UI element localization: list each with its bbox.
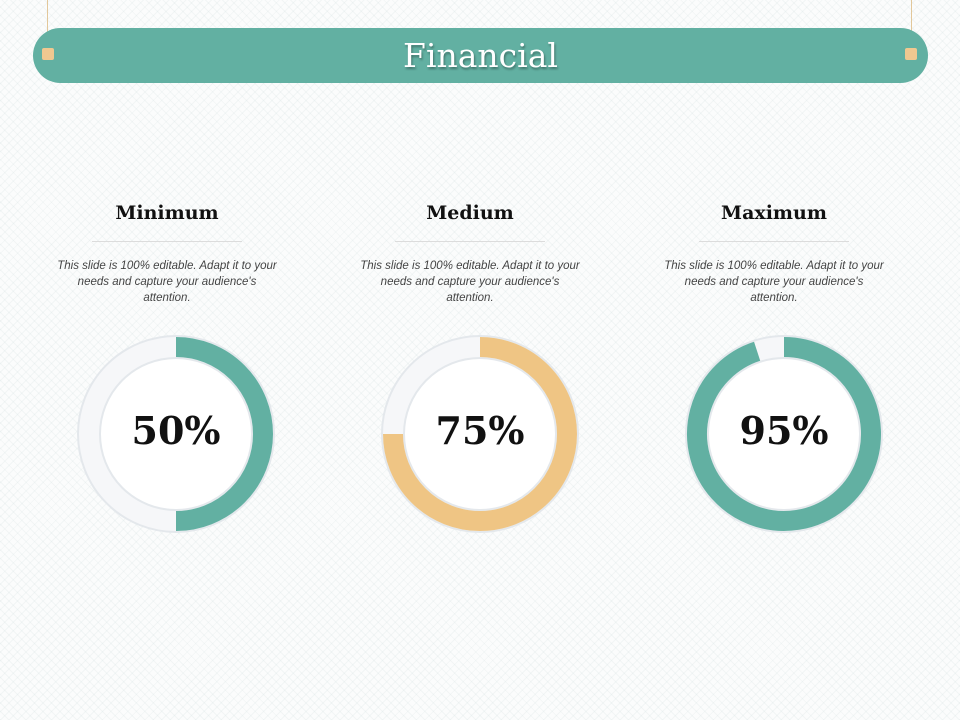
column-divider (395, 241, 545, 242)
gauge-progress-arc (687, 337, 881, 531)
banner-left-pin (42, 48, 54, 60)
gauge-value: 95% (739, 408, 829, 453)
column-divider (699, 241, 849, 242)
gauge-progress-arc (383, 337, 577, 531)
title-banner: Financial (33, 28, 928, 83)
page-title: Financial (403, 36, 558, 75)
banner-right-pin (905, 48, 917, 60)
gauge-maximum: 95% (684, 334, 884, 534)
column-divider (92, 241, 242, 242)
column-description: This slide is 100% editable. Adapt it to… (360, 260, 580, 304)
gauge-ring (381, 335, 579, 533)
column-heading: Minimum (115, 202, 219, 224)
gauge-value: 75% (435, 408, 525, 453)
column-heading: Medium (426, 202, 514, 224)
banner-left-string (47, 0, 48, 46)
gauge-medium: 75% (380, 334, 580, 534)
gauge-minimum: 50% (76, 334, 276, 534)
column-minimum: Minimum This slide is 100% editable. Ada… (47, 195, 287, 306)
gauge-ring (685, 335, 883, 533)
column-description: This slide is 100% editable. Adapt it to… (57, 260, 277, 304)
gauge-progress-arc (175, 337, 273, 531)
banner-right-string (911, 0, 912, 46)
column-description: This slide is 100% editable. Adapt it to… (664, 260, 884, 304)
column-medium: Medium This slide is 100% editable. Adap… (350, 195, 590, 306)
column-maximum: Maximum This slide is 100% editable. Ada… (654, 195, 894, 306)
column-heading: Maximum (721, 202, 827, 224)
gauge-value: 50% (131, 408, 221, 453)
gauge-ring (77, 335, 275, 533)
